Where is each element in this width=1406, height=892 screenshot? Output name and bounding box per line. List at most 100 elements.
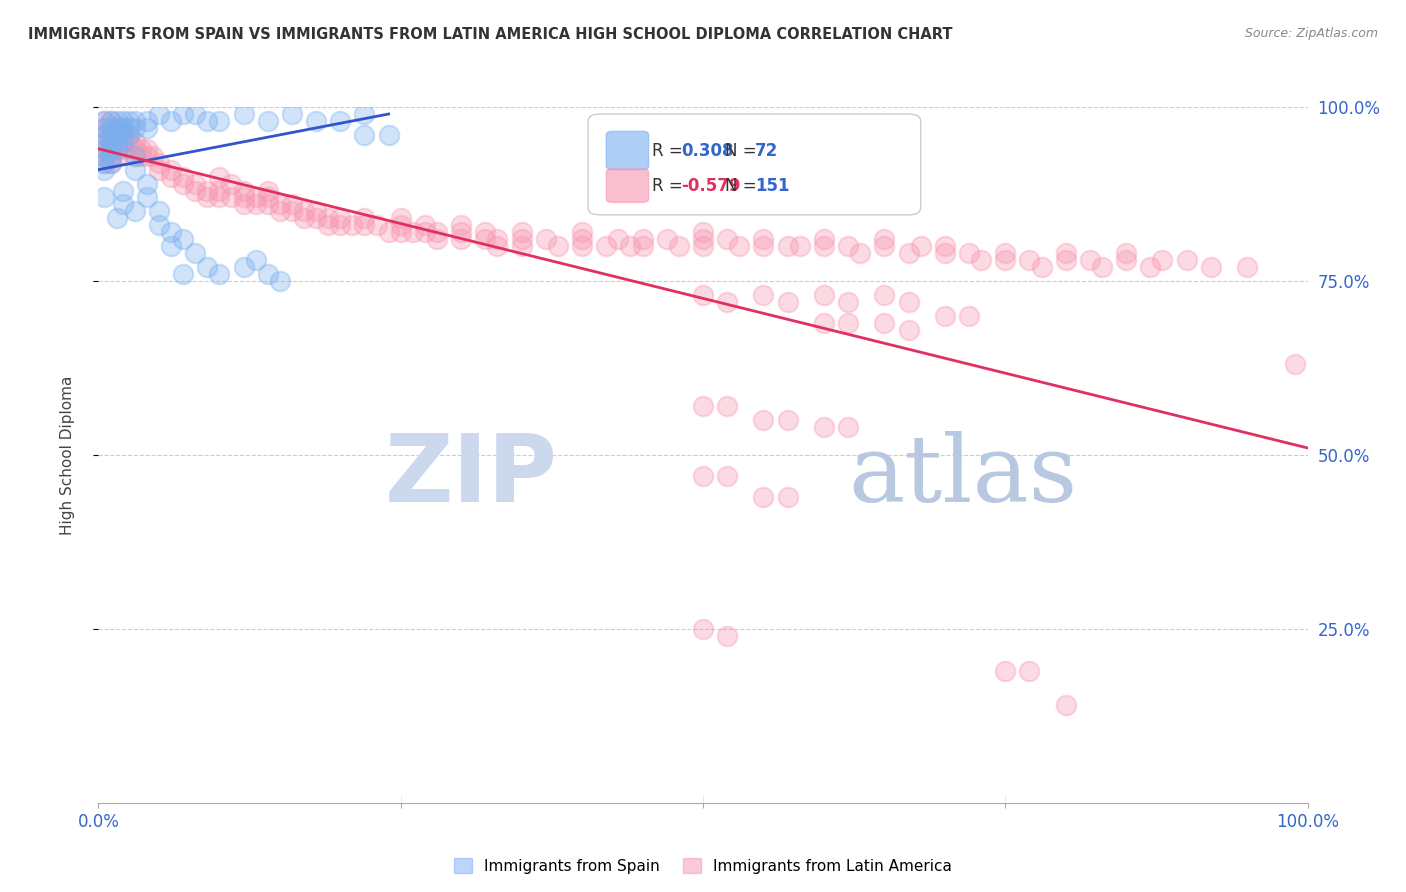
Point [1091,260,1114,274]
Point [1054,698,1077,713]
Point [413,219,436,233]
Point [208,114,231,128]
Point [100,135,122,149]
Point [510,239,533,253]
Point [100,114,122,128]
Point [377,128,399,142]
Point [716,294,738,309]
Point [692,225,714,239]
Point [994,664,1017,678]
Point [129,149,152,163]
Text: atlas: atlas [848,431,1077,521]
Point [245,190,267,204]
Text: 151: 151 [755,177,790,194]
Point [813,239,835,253]
Point [389,225,412,239]
Point [837,316,859,330]
Point [93,142,115,156]
Point [486,239,509,253]
Point [100,149,122,163]
Point [160,114,183,128]
Point [1139,260,1161,274]
Point [353,219,375,233]
Point [813,288,835,302]
Point [105,135,128,149]
Point [776,490,799,504]
Point [135,190,157,204]
Point [1175,253,1198,268]
Point [281,204,304,219]
Point [1115,246,1137,260]
Point [655,232,678,246]
Point [232,260,254,274]
Point [752,490,775,504]
Point [118,114,141,128]
Point [221,190,243,204]
Point [245,253,267,268]
Point [160,225,183,239]
Point [813,232,835,246]
Point [897,294,920,309]
Point [111,128,134,142]
Point [776,413,799,427]
Point [93,135,115,149]
Point [571,232,593,246]
Point [256,114,278,128]
Point [776,239,799,253]
Point [353,128,375,142]
Point [93,190,115,204]
Point [135,149,157,163]
Point [93,155,115,169]
Text: 0.308: 0.308 [682,142,734,160]
Legend: Immigrants from Spain, Immigrants from Latin America: Immigrants from Spain, Immigrants from L… [447,852,959,880]
Point [195,190,218,204]
Point [118,128,141,142]
Point [124,120,146,135]
Point [873,239,896,253]
Point [100,142,122,156]
Point [124,142,146,156]
Point [100,120,122,135]
Point [232,190,254,204]
Point [1018,664,1040,678]
Point [607,232,630,246]
Point [100,114,122,128]
Point [105,128,128,142]
Point [105,211,128,226]
Point [450,219,472,233]
Point [692,622,714,636]
Text: ZIP: ZIP [385,430,558,522]
Point [232,107,254,121]
Point [389,211,412,226]
Point [135,114,157,128]
Point [534,232,557,246]
Point [135,142,157,156]
Point [172,267,194,281]
Point [692,239,714,253]
Point [631,239,654,253]
Point [510,225,533,239]
Point [316,211,339,226]
Point [619,239,641,253]
Point [100,142,122,156]
Point [184,246,207,260]
Point [269,197,291,211]
Point [631,232,654,246]
Point [100,128,122,142]
Point [256,197,278,211]
Point [994,253,1017,268]
Point [752,288,775,302]
Point [366,219,388,233]
Point [292,204,315,219]
Point [269,274,291,288]
Point [716,399,738,413]
Point [111,142,134,156]
Point [474,225,496,239]
Point [813,420,835,434]
Point [910,239,932,253]
Point [1284,358,1306,372]
Text: 72: 72 [755,142,779,160]
Point [426,225,449,239]
Point [148,204,170,219]
Point [474,232,496,246]
